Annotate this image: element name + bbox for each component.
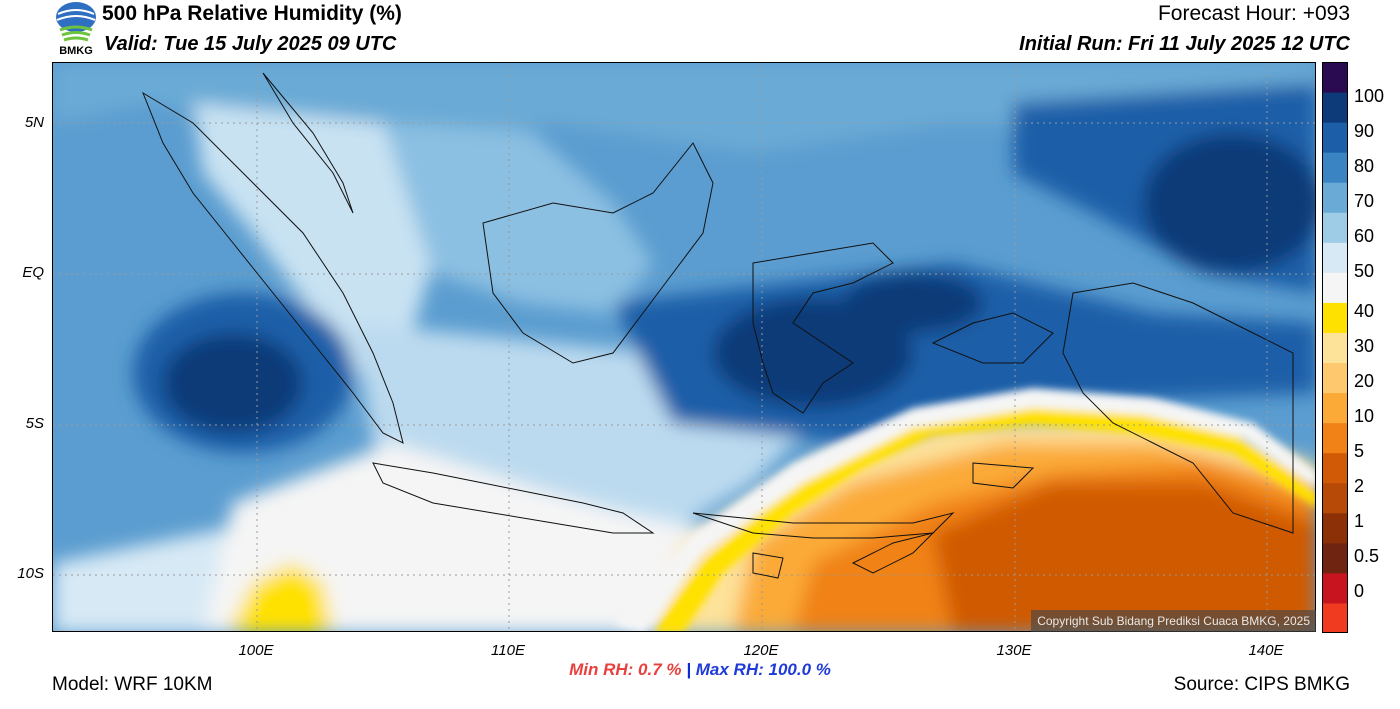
legend-label: 90 [1354, 121, 1375, 141]
legend-swatch [1322, 62, 1348, 93]
legend-swatch [1322, 572, 1348, 604]
bmkg-logo: BMKG [52, 0, 100, 60]
max-rh-label: Max RH: 100.0 % [695, 660, 831, 679]
min-rh-label: Min RH: [569, 660, 634, 679]
min-rh-value: 0.7 % [638, 660, 682, 679]
legend-label: 50 [1354, 261, 1375, 281]
valid-time: Valid: Tue 15 July 2025 09 UTC [104, 33, 397, 55]
lat-label-eq: EQ [22, 264, 44, 281]
legend-label: 100 [1354, 86, 1385, 106]
lon-label-140e: 140E [1248, 642, 1284, 659]
forecast-hour: Forecast Hour: +093 [1157, 2, 1350, 25]
legend-swatch [1322, 452, 1348, 484]
color-legend-bar [1322, 62, 1348, 634]
legend-swatch [1322, 212, 1348, 243]
lat-label-5n: 5N [24, 114, 44, 131]
legend-swatch [1322, 362, 1348, 394]
legend-label: 40 [1354, 301, 1375, 321]
legend-label: 80 [1354, 156, 1375, 176]
legend-swatch [1322, 422, 1348, 454]
legend-swatch [1322, 272, 1348, 303]
legend-swatch [1322, 482, 1348, 514]
lat-label-10s: 10S [17, 565, 44, 582]
data-source: Source: CIPS BMKG [1173, 674, 1350, 695]
legend-label: 30 [1354, 336, 1375, 356]
lon-label-120e: 120E [743, 642, 779, 659]
legend-label: 5 [1354, 441, 1365, 461]
legend-swatch [1322, 602, 1348, 634]
stats-separator: | [686, 660, 692, 679]
legend-swatch [1322, 242, 1348, 273]
lat-lon-grid [53, 63, 1315, 631]
humidity-map [52, 62, 1316, 632]
lon-label-130e: 130E [996, 642, 1032, 659]
legend-swatch [1322, 332, 1348, 364]
legend-swatch [1322, 392, 1348, 424]
legend-swatch [1322, 302, 1348, 333]
coastlines [141, 72, 1294, 579]
legend-label: 70 [1354, 191, 1375, 211]
legend-swatch [1322, 512, 1348, 544]
map-canvas [53, 63, 1315, 631]
model-name: Model: WRF 10KM [52, 674, 213, 695]
legend-swatch [1322, 122, 1348, 153]
legend-label: 0 [1354, 581, 1365, 601]
copyright-notice: Copyright Sub Bidang Prediksi Cuaca BMKG… [1031, 610, 1316, 632]
legend-label: 20 [1354, 371, 1375, 391]
chart-title: 500 hPa Relative Humidity (%) [102, 2, 402, 25]
legend-label: 10 [1354, 406, 1375, 426]
legend-label: 60 [1354, 226, 1375, 246]
lon-label-100e: 100E [238, 642, 274, 659]
color-legend [1322, 62, 1348, 634]
initial-run: Initial Run: Fri 11 July 2025 12 UTC [1019, 33, 1350, 55]
legend-label: 1 [1354, 511, 1365, 531]
legend-swatch [1322, 152, 1348, 183]
lon-label-110e: 110E [491, 642, 525, 659]
lat-label-5s: 5S [25, 415, 44, 432]
legend-swatch [1322, 92, 1348, 123]
legend-swatch [1322, 182, 1348, 213]
rh-stats: Min RH: 0.7 % | Max RH: 100.0 % [0, 660, 1400, 680]
logo-text: BMKG [59, 45, 93, 57]
legend-label: 2 [1354, 476, 1365, 496]
legend-swatch [1322, 542, 1348, 574]
legend-label: 0.5 [1354, 546, 1380, 566]
